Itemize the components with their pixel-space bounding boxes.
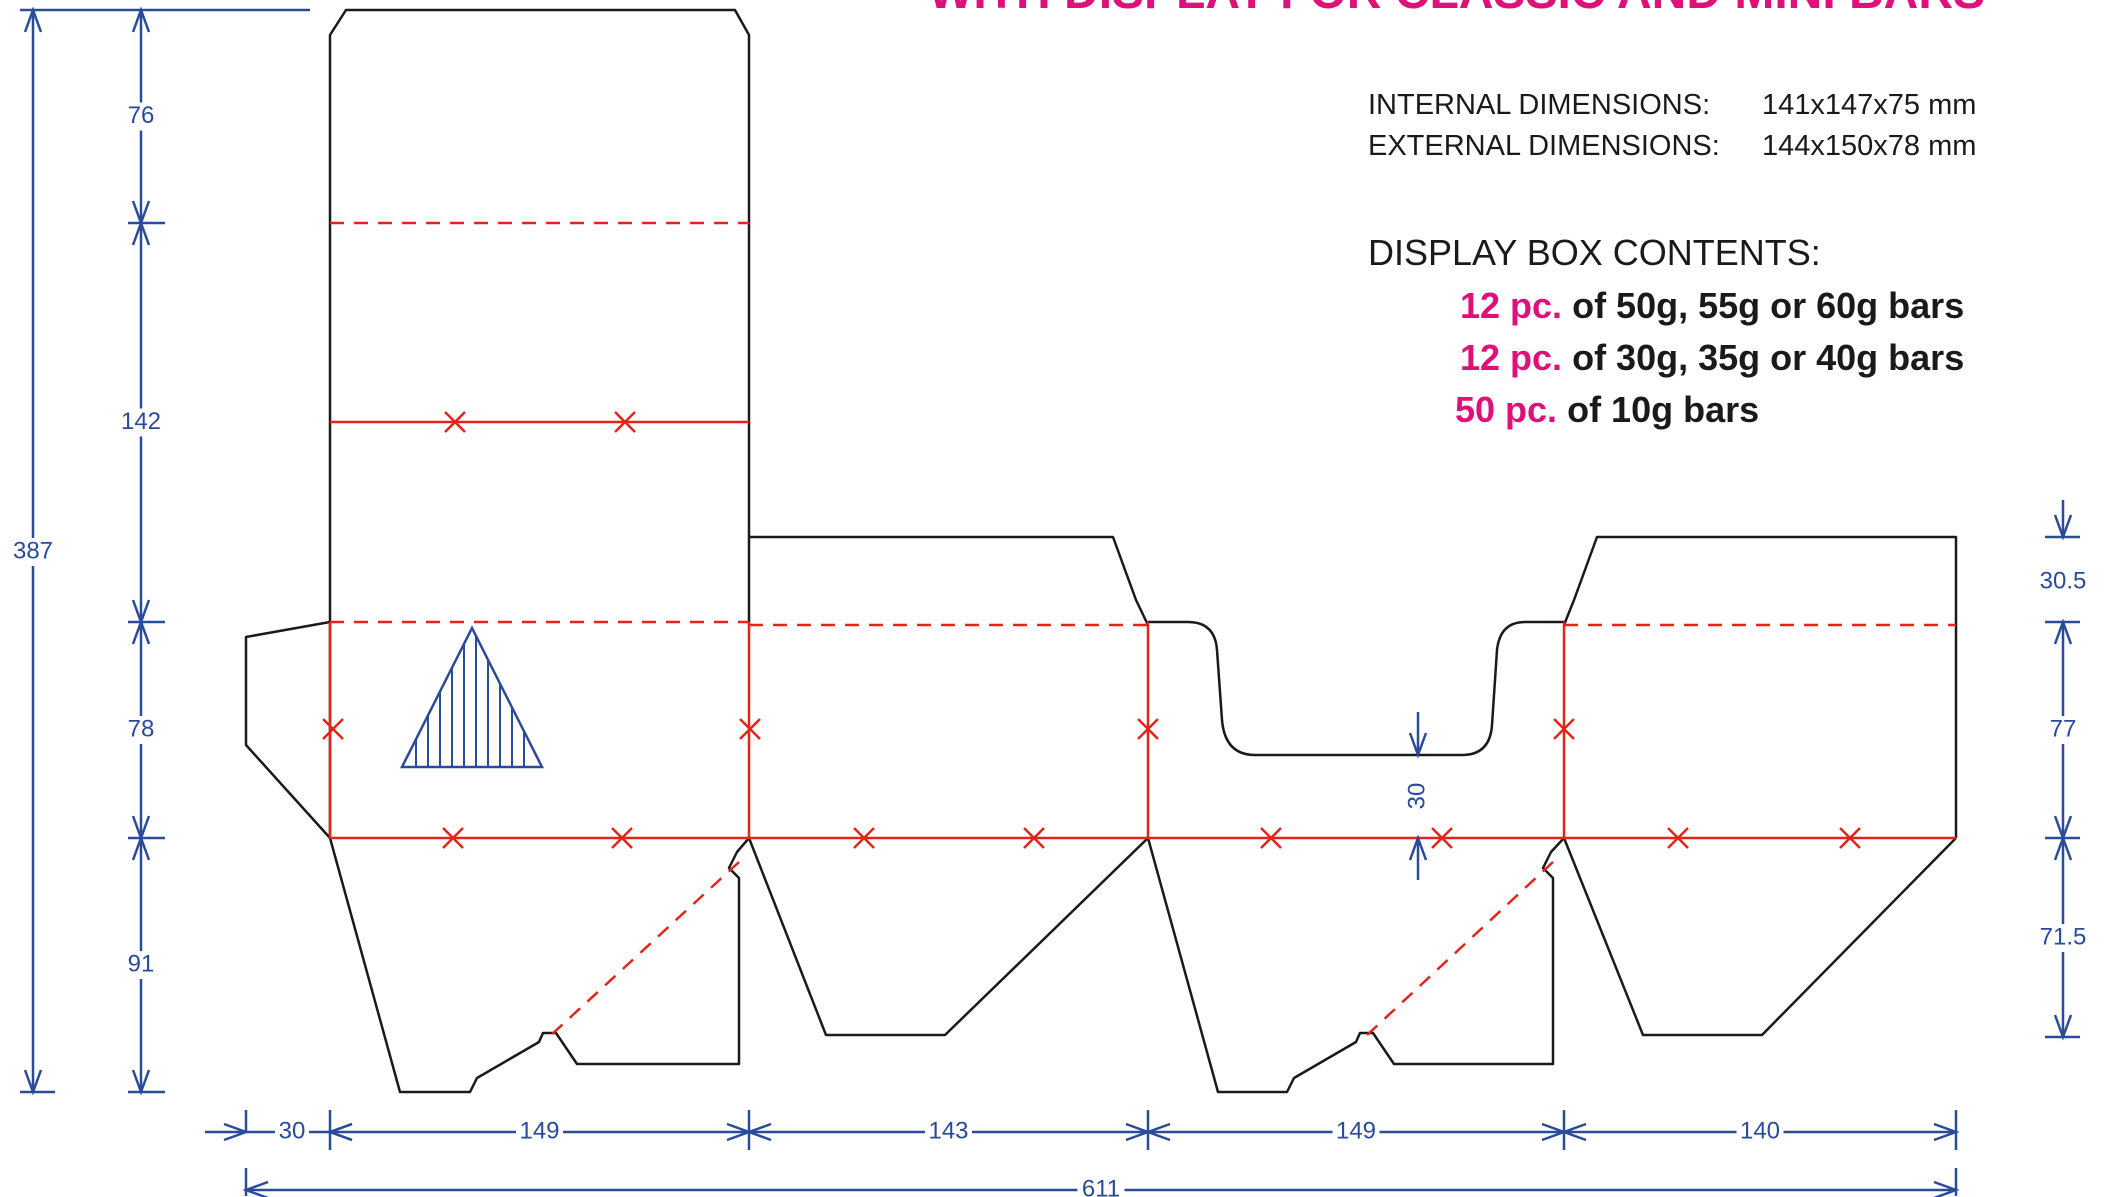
x-mark bbox=[1839, 827, 1861, 849]
fold-x-marks bbox=[322, 411, 1861, 849]
contents-item-1-qty: 12 pc. bbox=[1460, 285, 1562, 326]
x-mark bbox=[1553, 718, 1575, 740]
dim-right-0: 30.5 bbox=[2040, 567, 2087, 594]
dimension-lines bbox=[20, 6, 2080, 1197]
display-box-contents: DISPLAY BOX CONTENTS: 12 pc. of 50g, 55g… bbox=[1368, 232, 1964, 430]
contents-item-3-desc: of 10g bars bbox=[1567, 389, 1759, 430]
bottom-flap-2 bbox=[747, 837, 1149, 1037]
dim-bottom-4: 140 bbox=[1740, 1117, 1780, 1144]
fold-lines bbox=[328, 420, 1956, 840]
contents-heading: DISPLAY BOX CONTENTS: bbox=[1368, 232, 1821, 273]
x-mark bbox=[442, 827, 464, 849]
x-mark bbox=[1667, 827, 1689, 849]
perf-diag-3 bbox=[1365, 861, 1554, 1037]
bottom-flap-4 bbox=[1562, 837, 1957, 1037]
dim-left-total: 387 bbox=[13, 537, 53, 564]
contents-item-3: 50 pc. of 10g bars bbox=[1455, 389, 1759, 430]
dim-bottom-0: 30 bbox=[279, 1117, 306, 1144]
dimension-labels: 387 76 142 78 91 30 149 143 149 140 611 30.5 77 71.5 3… bbox=[9, 102, 2093, 1197]
dim-bottom-1: 149 bbox=[519, 1117, 559, 1144]
cut-lines bbox=[244, 8, 1958, 1094]
dim-left-2: 78 bbox=[128, 715, 155, 742]
x-mark bbox=[611, 827, 633, 849]
x-mark bbox=[853, 827, 875, 849]
x-mark bbox=[739, 718, 761, 740]
x-mark bbox=[444, 411, 466, 433]
lid-panel-outline bbox=[328, 8, 751, 838]
dim-right-1: 77 bbox=[2050, 715, 2077, 742]
x-mark bbox=[1137, 718, 1159, 740]
dim-right-2: 71.5 bbox=[2040, 923, 2087, 950]
dust-flap-top-right bbox=[1562, 535, 1958, 838]
contents-item-3-qty: 50 pc. bbox=[1455, 389, 1557, 430]
x-mark bbox=[1260, 827, 1282, 849]
external-dimensions-label: EXTERNAL DIMENSIONS: bbox=[1368, 130, 1720, 162]
title-partial: WITH DISPLAY FOR CLASSIC AND MINI BARS bbox=[928, 0, 1985, 19]
dim-bottom-total: 611 bbox=[1082, 1175, 1120, 1197]
perforation-lines bbox=[330, 221, 1956, 1037]
dust-flap-top-left bbox=[749, 535, 1150, 626]
perf-diag-1 bbox=[549, 861, 740, 1037]
x-mark bbox=[1023, 827, 1045, 849]
x-mark bbox=[1431, 827, 1453, 849]
external-dimensions-value: 144x150x78 mm bbox=[1762, 130, 1976, 162]
dim-bottom-3: 149 bbox=[1336, 1117, 1376, 1144]
dimensions-info: INTERNAL DIMENSIONS: 141x147x75 mm EXTER… bbox=[1368, 89, 1976, 162]
internal-dimensions-label: INTERNAL DIMENSIONS: bbox=[1368, 89, 1710, 121]
contents-item-2-qty: 12 pc. bbox=[1460, 337, 1562, 378]
internal-dimensions-value: 141x147x75 mm bbox=[1762, 89, 1976, 121]
dim-left-3: 91 bbox=[128, 950, 155, 977]
contents-item-2-desc: of 30g, 35g or 40g bars bbox=[1572, 337, 1964, 378]
contents-item-1-desc: of 50g, 55g or 60g bars bbox=[1572, 285, 1964, 326]
bottom-flap-3 bbox=[1146, 837, 1565, 1094]
orientation-triangle-icon bbox=[399, 625, 545, 769]
x-mark bbox=[322, 718, 344, 740]
dim-left-0: 76 bbox=[128, 102, 155, 129]
glue-flap-outline bbox=[244, 620, 331, 839]
dim-cutout-depth: 30 bbox=[1403, 783, 1430, 810]
dim-bottom-2: 143 bbox=[928, 1117, 968, 1144]
display-cutout bbox=[1148, 620, 1564, 757]
dim-left-1: 142 bbox=[121, 408, 161, 435]
contents-item-1: 12 pc. of 50g, 55g or 60g bars bbox=[1460, 285, 1964, 326]
contents-item-2: 12 pc. of 30g, 35g or 40g bars bbox=[1460, 337, 1964, 378]
x-mark bbox=[614, 411, 636, 433]
bottom-flap-1 bbox=[328, 837, 750, 1094]
